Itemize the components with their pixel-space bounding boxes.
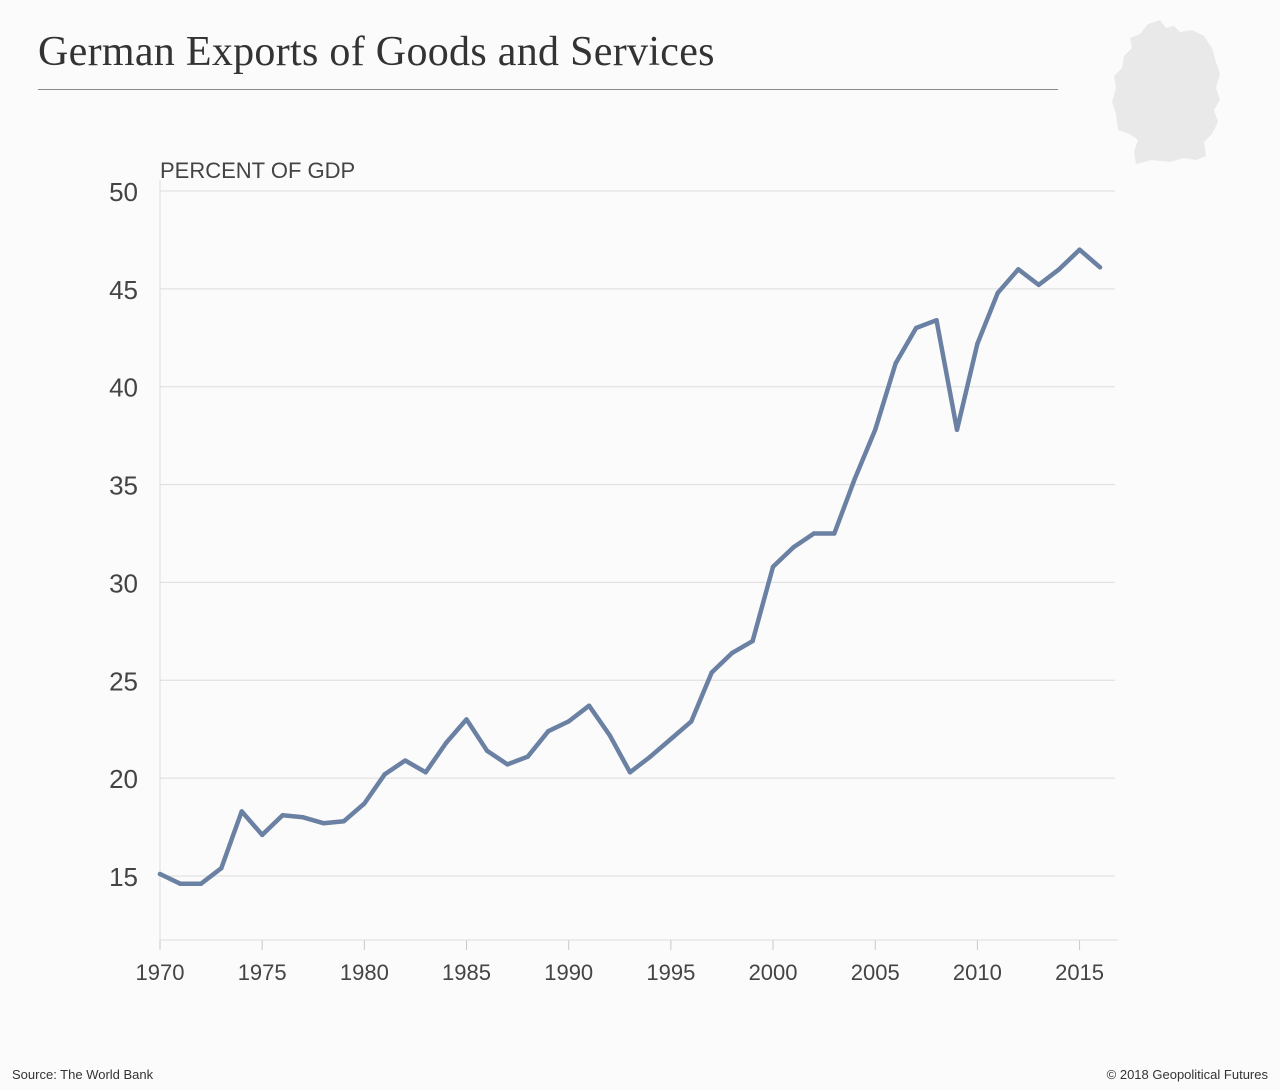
data-point-1989 (546, 728, 551, 734)
chart-title: German Exports of Goods and Services (38, 29, 715, 75)
data-point-1980 (362, 801, 367, 806)
x-tick-label-1995: 1995 (646, 960, 695, 985)
y-tick-label-50: 50 (109, 177, 138, 207)
x-tick-label-2000: 2000 (749, 960, 798, 985)
data-point-1984 (443, 740, 449, 746)
data-point-2002 (811, 531, 817, 536)
data-point-2015 (1077, 247, 1082, 252)
data-point-2012 (1016, 267, 1021, 272)
y-tick-label-15: 15 (109, 862, 138, 892)
x-tick-label-1980: 1980 (340, 960, 389, 985)
data-point-1986 (484, 748, 490, 753)
data-point-1985 (464, 717, 469, 722)
axes (159, 180, 1118, 941)
data-point-1970 (157, 871, 163, 877)
x-tick-label-1975: 1975 (238, 960, 287, 985)
title-divider (38, 89, 1058, 90)
series-line-0 (157, 247, 1103, 887)
y-tick-label-20: 20 (109, 764, 138, 794)
x-tick-label-2010: 2010 (953, 960, 1002, 985)
data-point-1983 (423, 770, 428, 775)
x-tick-label-2015: 2015 (1055, 960, 1104, 985)
x-tick-label-1985: 1985 (442, 960, 491, 985)
line-chart: PERCENT OF GDP 15 20 25 30 35 40 45 50 1970 1975… (109, 158, 1118, 985)
x-tick-labels: 1970 1975 1980 1985 1990 1995 2000 2005 2010 2015 (136, 940, 1104, 985)
data-point-1975 (259, 832, 265, 838)
data-point-2013 (1036, 282, 1041, 288)
data-point-1976 (280, 813, 285, 818)
data-point-1988 (525, 754, 531, 759)
copyright-note: © 2018 Geopolitical Futures (1106, 1067, 1268, 1082)
data-point-1982 (403, 758, 408, 763)
data-point-1971 (178, 881, 183, 887)
data-point-1990 (566, 719, 571, 724)
data-point-1998 (729, 650, 735, 656)
data-point-1994 (648, 754, 653, 759)
data-point-1973 (219, 865, 224, 871)
data-point-1997 (709, 670, 714, 675)
data-point-1999 (750, 638, 755, 644)
data-point-1991 (586, 703, 592, 708)
y-tick-label-45: 45 (109, 275, 138, 305)
y-tick-label-35: 35 (109, 471, 138, 501)
data-point-2005 (873, 427, 878, 432)
data-point-2014 (1056, 267, 1062, 272)
data-point-1981 (382, 772, 387, 777)
germany-map-icon (1112, 20, 1220, 164)
x-tick-label-2005: 2005 (851, 960, 900, 985)
x-tick-label-1970: 1970 (136, 960, 185, 985)
data-point-1972 (198, 881, 204, 887)
data-point-2006 (893, 361, 898, 366)
data-point-1979 (341, 819, 347, 824)
data-point-1993 (627, 770, 633, 775)
data-point-2000 (770, 564, 776, 569)
data-point-2004 (852, 476, 857, 481)
gridlines (160, 190, 1115, 877)
data-point-2008 (934, 317, 939, 323)
source-note: Source: The World Bank (12, 1067, 154, 1082)
data-point-2010 (975, 341, 980, 346)
data-point-2007 (913, 325, 919, 331)
data-point-1996 (689, 719, 694, 724)
data-point-2003 (832, 531, 837, 536)
data-point-2016 (1097, 265, 1103, 270)
data-point-1992 (607, 732, 612, 738)
data-point-2011 (995, 290, 1001, 295)
data-point-1987 (505, 762, 510, 767)
y-tick-label-40: 40 (109, 373, 138, 403)
data-point-1978 (321, 820, 326, 826)
data-point-1977 (300, 815, 306, 820)
data-point-2009 (954, 427, 960, 432)
y-tick-label-30: 30 (109, 568, 138, 598)
y-tick-labels: 15 20 25 30 35 40 45 50 (109, 177, 138, 892)
x-tick-label-1990: 1990 (544, 960, 593, 985)
data-point-1974 (239, 809, 244, 814)
y-tick-label-25: 25 (109, 666, 138, 696)
data-point-2001 (791, 545, 796, 550)
y-axis-title: PERCENT OF GDP (160, 158, 355, 183)
data-point-1995 (668, 736, 674, 742)
series-lines (157, 247, 1103, 887)
